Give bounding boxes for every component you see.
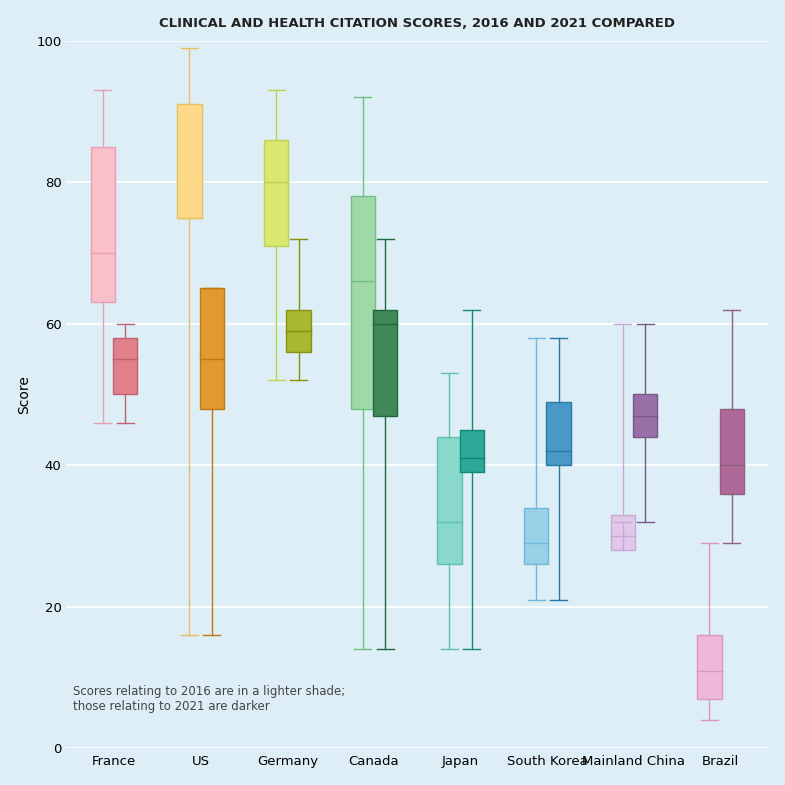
Bar (90, 147, 115, 302)
Bar (113, 338, 137, 395)
Bar (697, 635, 721, 699)
Bar (200, 288, 224, 409)
Bar (720, 409, 744, 494)
Title: CLINICAL AND HEALTH CITATION SCORES, 2016 AND 2021 COMPARED: CLINICAL AND HEALTH CITATION SCORES, 201… (159, 16, 675, 30)
Bar (437, 437, 462, 564)
Bar (287, 309, 311, 352)
Bar (264, 140, 288, 246)
Bar (177, 104, 202, 217)
Bar (524, 508, 548, 564)
Bar (633, 395, 657, 437)
Bar (611, 515, 635, 550)
Bar (546, 402, 571, 466)
Bar (351, 196, 375, 409)
Bar (373, 309, 397, 416)
Y-axis label: Score: Score (16, 375, 31, 414)
Bar (460, 430, 484, 473)
Text: Scores relating to 2016 are in a lighter shade;
those relating to 2021 are darke: Scores relating to 2016 are in a lighter… (73, 685, 345, 713)
